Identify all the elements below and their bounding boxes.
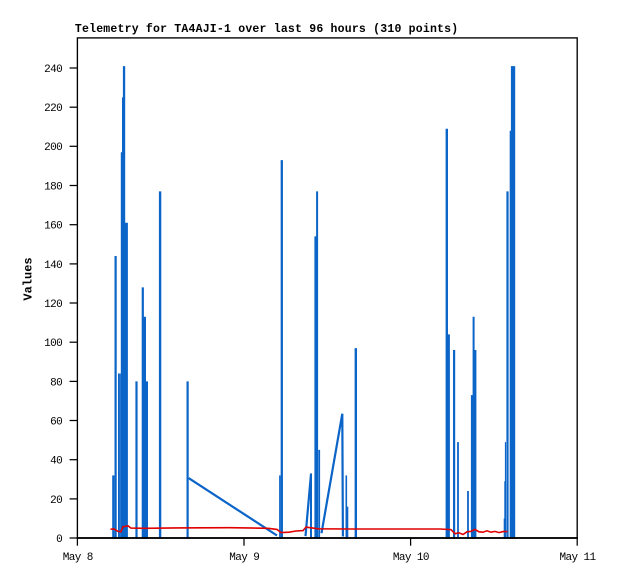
- svg-text:40: 40: [50, 456, 62, 468]
- svg-text:200: 200: [44, 142, 62, 154]
- svg-text:May 10: May 10: [393, 552, 429, 564]
- svg-text:20: 20: [50, 495, 62, 507]
- svg-text:Telemetry for TA4AJI-1 over la: Telemetry for TA4AJI-1 over last 96 hour…: [75, 23, 458, 36]
- svg-text:180: 180: [44, 181, 62, 193]
- svg-text:220: 220: [44, 103, 62, 115]
- svg-text:May 9: May 9: [229, 552, 259, 564]
- svg-text:0: 0: [56, 534, 62, 546]
- svg-text:140: 140: [44, 260, 62, 272]
- svg-text:Values: Values: [22, 257, 36, 300]
- svg-text:100: 100: [44, 338, 62, 350]
- svg-text:120: 120: [44, 299, 62, 311]
- svg-text:240: 240: [44, 64, 62, 76]
- svg-text:May 8: May 8: [63, 552, 93, 564]
- svg-text:May 11: May 11: [559, 552, 596, 564]
- svg-text:60: 60: [50, 416, 62, 428]
- svg-text:160: 160: [44, 221, 62, 233]
- svg-text:80: 80: [50, 377, 62, 389]
